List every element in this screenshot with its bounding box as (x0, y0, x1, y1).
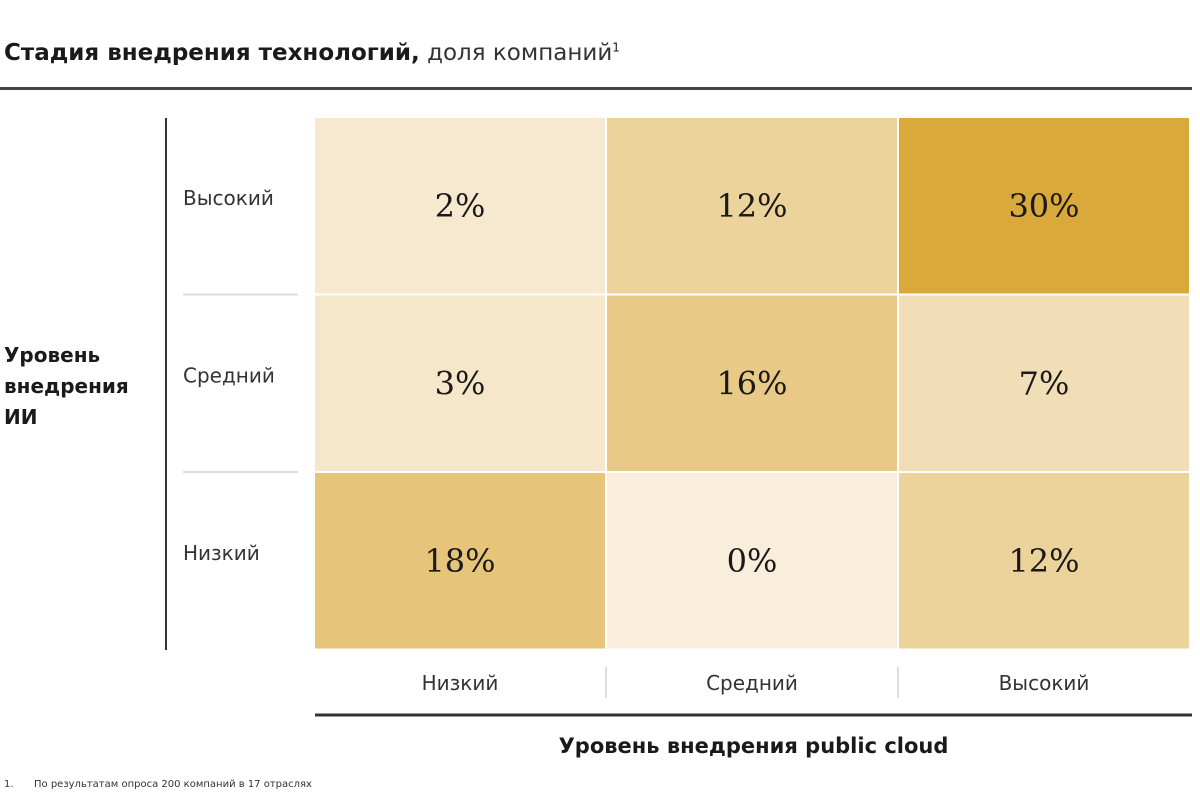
heatmap-cell (899, 473, 1189, 649)
y-axis-label: Уровень внедрения ИИ (4, 343, 129, 429)
chart-subtitle: доля компаний (427, 40, 613, 66)
cell-value-label: 2% (435, 187, 486, 225)
chart-title: Стадия внедрения технологий, доля компан… (4, 40, 620, 66)
heatmap-cell (315, 118, 605, 294)
x-tick-label: Низкий (422, 671, 499, 695)
title-rule (0, 87, 1192, 90)
heatmap-cell (607, 295, 897, 471)
x-tick-label: Высокий (999, 671, 1090, 695)
heatmap-cell (899, 118, 1189, 294)
cell-value-label: 12% (716, 187, 787, 225)
cell-value-label: 7% (1019, 364, 1070, 402)
y-tick-label: Высокий (183, 186, 274, 210)
footnote-text: По результатам опроса 200 компаний в 17 … (34, 779, 312, 790)
cell-value-label: 16% (716, 364, 787, 402)
footnote-number: 1. (4, 779, 14, 790)
heatmap-cell (899, 295, 1189, 471)
cell-value-label: 18% (424, 542, 495, 580)
cell-value-label: 3% (435, 364, 486, 402)
cell-value-label: 0% (727, 542, 778, 580)
heatmap-cell (607, 118, 897, 294)
x-axis-label: Уровень внедрения public cloud (558, 734, 949, 758)
heatmap-cell (315, 473, 605, 649)
y-tick-label: Низкий (183, 541, 260, 565)
footnote-mark: 1 (612, 40, 620, 55)
heatmap-cell (607, 473, 897, 649)
cell-value-label: 12% (1008, 542, 1079, 580)
footnote: 1. По результатам опроса 200 компаний в 1… (4, 779, 312, 790)
x-tick-label: Средний (706, 671, 798, 695)
y-tick-label: Средний (183, 363, 275, 387)
heatmap-cell (315, 295, 605, 471)
cell-value-label: 30% (1008, 187, 1079, 225)
